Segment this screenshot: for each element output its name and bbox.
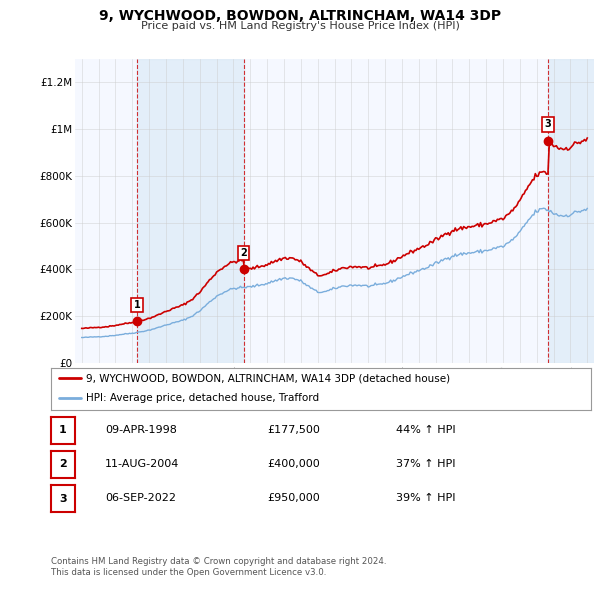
Text: £177,500: £177,500	[267, 425, 320, 434]
Text: £400,000: £400,000	[267, 459, 320, 468]
Text: Price paid vs. HM Land Registry's House Price Index (HPI): Price paid vs. HM Land Registry's House …	[140, 21, 460, 31]
Text: 2: 2	[59, 460, 67, 469]
Text: This data is licensed under the Open Government Licence v3.0.: This data is licensed under the Open Gov…	[51, 568, 326, 577]
Text: 9, WYCHWOOD, BOWDON, ALTRINCHAM, WA14 3DP: 9, WYCHWOOD, BOWDON, ALTRINCHAM, WA14 3D…	[99, 9, 501, 23]
Text: 11-AUG-2004: 11-AUG-2004	[105, 459, 179, 468]
Text: 1: 1	[133, 300, 140, 310]
Text: 2: 2	[241, 248, 247, 258]
Text: 1: 1	[59, 425, 67, 435]
Text: 9, WYCHWOOD, BOWDON, ALTRINCHAM, WA14 3DP (detached house): 9, WYCHWOOD, BOWDON, ALTRINCHAM, WA14 3D…	[86, 373, 450, 383]
Text: 09-APR-1998: 09-APR-1998	[105, 425, 177, 434]
Text: HPI: Average price, detached house, Trafford: HPI: Average price, detached house, Traf…	[86, 393, 319, 403]
Text: 44% ↑ HPI: 44% ↑ HPI	[396, 425, 455, 434]
Text: 39% ↑ HPI: 39% ↑ HPI	[396, 493, 455, 503]
Text: 37% ↑ HPI: 37% ↑ HPI	[396, 459, 455, 468]
Bar	[548, 59, 596, 363]
Text: 3: 3	[59, 494, 67, 503]
Text: 3: 3	[545, 119, 551, 129]
Text: 06-SEP-2022: 06-SEP-2022	[105, 493, 176, 503]
Text: £950,000: £950,000	[267, 493, 320, 503]
Text: Contains HM Land Registry data © Crown copyright and database right 2024.: Contains HM Land Registry data © Crown c…	[51, 558, 386, 566]
Bar	[137, 59, 244, 363]
